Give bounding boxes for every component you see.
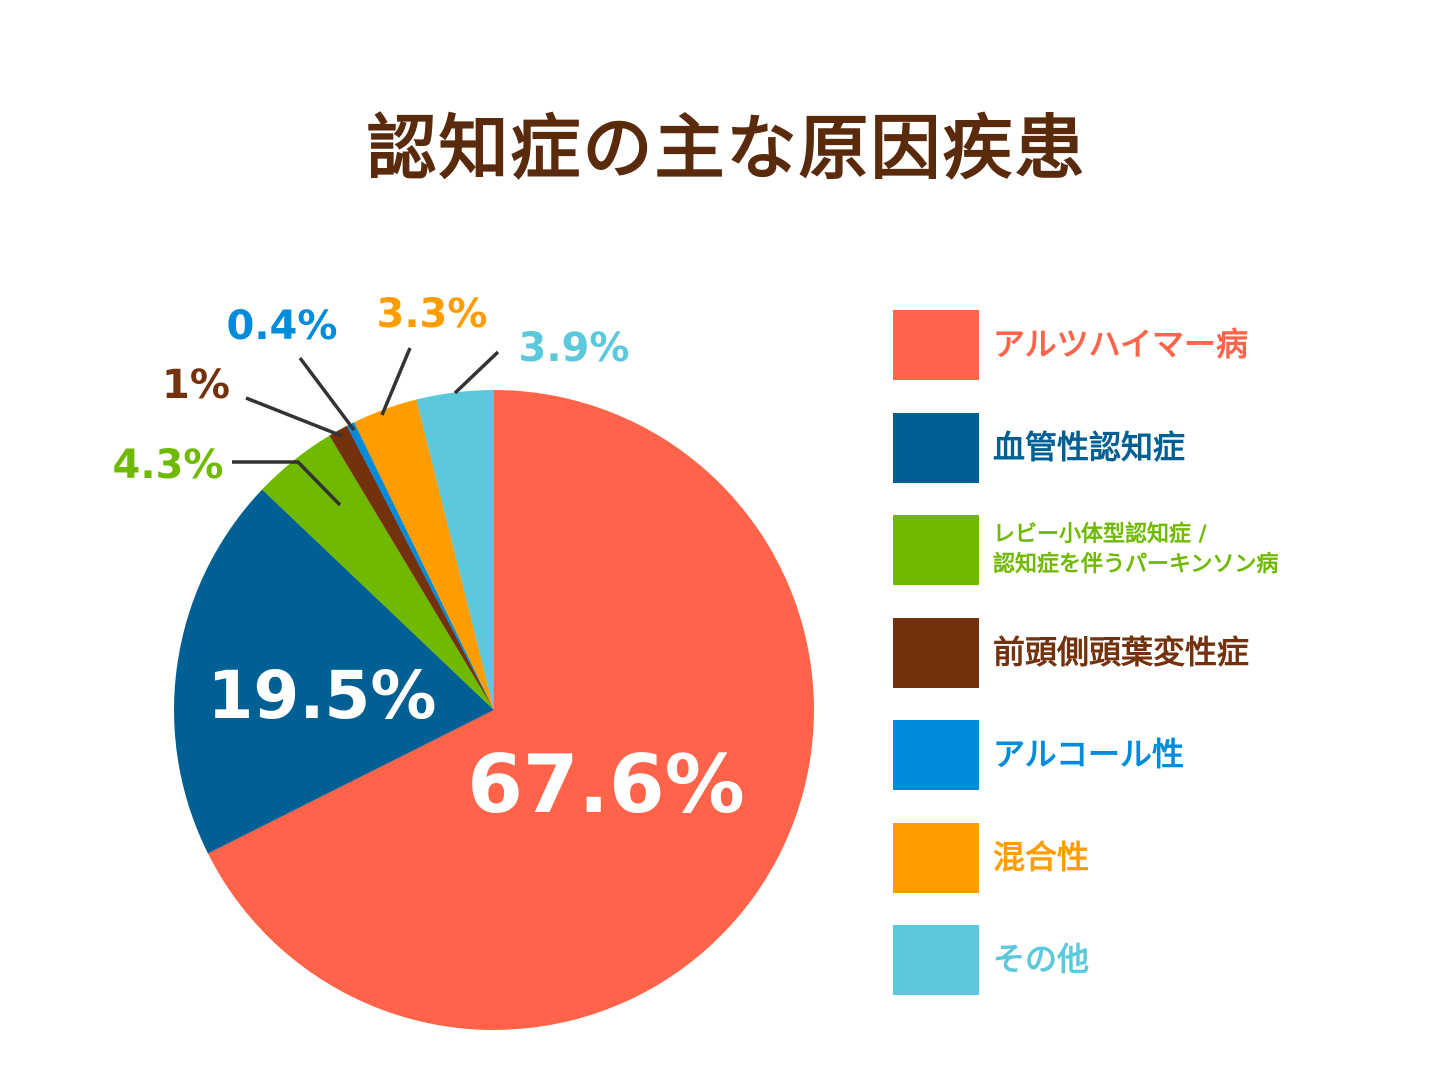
legend-label: その他 <box>993 940 1090 979</box>
legend-label: アルコール性 <box>993 735 1185 774</box>
pie-slice-frontotemporal <box>329 425 494 710</box>
pie-slice-lewy-body <box>262 435 494 710</box>
leader-line-other <box>453 350 500 395</box>
legend-item-mixed: 混合性 <box>893 822 1413 893</box>
data-label-alzheimer: 67.6% <box>467 738 745 831</box>
legend-item-vascular: 血管性認知症 <box>893 412 1413 483</box>
legend-label: 混合性 <box>993 837 1090 876</box>
data-label-vascular: 19.5% <box>208 657 437 734</box>
leader-line-mixed <box>380 347 412 416</box>
legend-label: アルツハイマー病 <box>993 325 1249 364</box>
chart-title: 認知症の主な原因疾患 <box>366 107 1087 189</box>
legend-label: レビー小体型認知症 / 認知症を伴うパーキンソン病 <box>993 522 1279 577</box>
legend-item-other: その他 <box>893 925 1413 995</box>
data-label-lewy-body: 4.3% <box>113 442 224 488</box>
legend-item-lewy-body: レビー小体型認知症 / 認知症を伴うパーキンソン病 <box>893 515 1413 585</box>
leader-line-alcohol <box>298 356 356 432</box>
pie-slice-other <box>416 390 494 710</box>
legend-item-alcohol: アルコール性 <box>893 720 1413 790</box>
legend-swatch <box>893 515 979 585</box>
legend-swatch <box>893 617 979 688</box>
leader-line-lewy-body <box>232 460 342 507</box>
pie-slice-alcohol <box>346 422 494 710</box>
legend-swatch <box>893 720 979 790</box>
legend-swatch <box>893 822 979 893</box>
legend-label: 血管性認知症 <box>993 427 1186 466</box>
legend-swatch <box>893 925 979 995</box>
legend-swatch <box>893 412 979 483</box>
pie-slice-vascular <box>174 489 495 854</box>
pie-slice-alzheimer <box>207 390 814 1030</box>
pie-slice-mixed <box>354 399 494 710</box>
legend-item-alzheimer: アルツハイマー病 <box>893 310 1413 380</box>
data-label-other: 3.9% <box>519 325 630 371</box>
legend-item-frontotemporal: 前頭側頭葉変性症 <box>893 617 1413 688</box>
data-label-mixed: 3.3% <box>377 291 488 337</box>
data-label-alcohol: 0.4% <box>227 303 338 349</box>
legend-swatch <box>893 310 979 380</box>
data-label-frontotemporal: 1% <box>162 362 230 408</box>
legend-label: 前頭側頭葉変性症 <box>993 632 1250 671</box>
leader-line-frontotemporal <box>245 396 343 438</box>
